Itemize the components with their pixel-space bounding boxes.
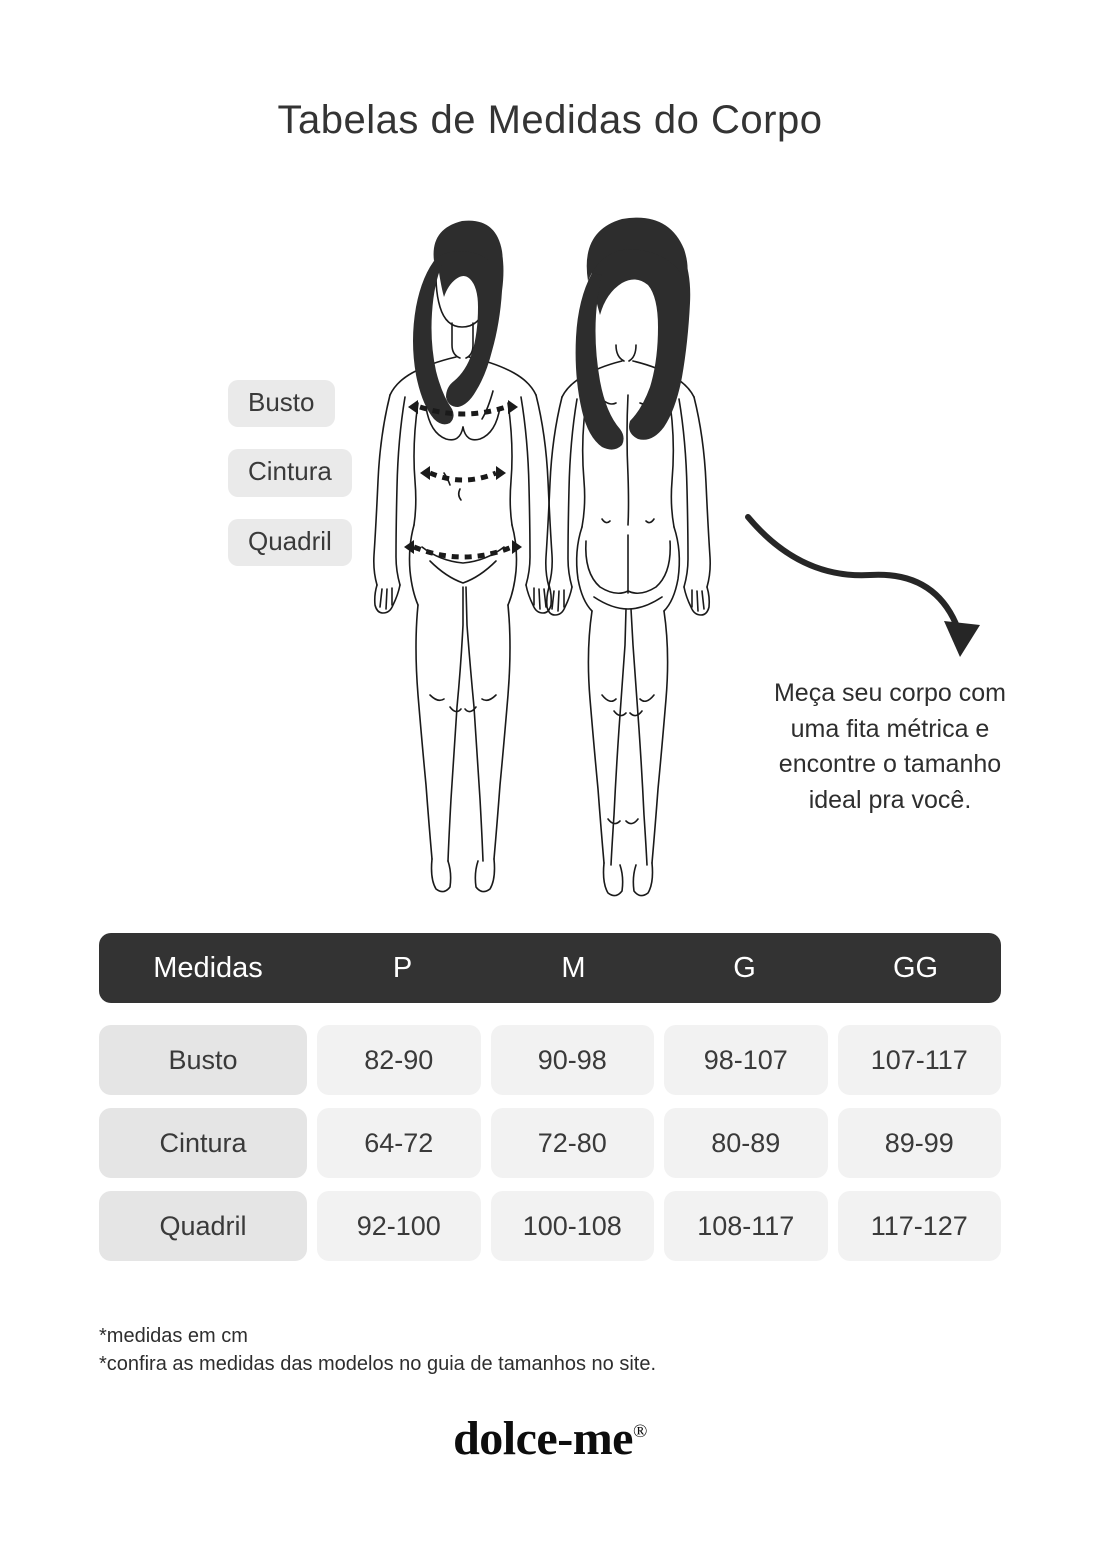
brand-logo-name: dolce-me (453, 1412, 633, 1465)
cell-cintura-g: 80-89 (664, 1108, 828, 1178)
cell-cintura-p: 64-72 (317, 1108, 481, 1178)
back-figure (545, 344, 711, 897)
measure-pill-busto: Busto (228, 380, 335, 428)
column-header-p: P (392, 951, 413, 984)
column-header-g: G (733, 951, 756, 984)
curved-arrow-icon (745, 514, 980, 657)
column-header-m: M (561, 951, 586, 984)
measurement-label-group: Busto Cintura Quadril (228, 380, 478, 588)
footnote-guide: *confira as medidas das modelos no guia … (99, 1353, 657, 1376)
instruction-line-4: ideal pra você. (808, 785, 972, 814)
cell-cintura-gg: 89-99 (837, 1108, 1001, 1178)
back-figure-hair-crown (586, 217, 688, 281)
front-figure (373, 256, 553, 893)
front-figure-hair-top (433, 220, 503, 275)
row-label-busto: Busto (99, 1025, 307, 1095)
size-chart-table: Medidas P M G GG Busto 82-90 90-98 98-10… (99, 933, 1001, 1274)
measurement-label-row: Busto (228, 380, 478, 449)
pointer-arrow (730, 495, 1010, 665)
instruction-line-2: uma fita métrica e (790, 714, 990, 743)
back-figure-hair-volume (575, 273, 624, 450)
instruction-line-3: encontre o tamanho (778, 750, 1002, 778)
instruction-line-1: Meça seu corpo com (773, 679, 1007, 707)
cell-quadril-m: 100-108 (490, 1191, 654, 1261)
waist-measurement-arrows (420, 466, 506, 480)
measure-pill-quadril: Quadril (228, 518, 352, 566)
cell-busto-g: 98-107 (664, 1025, 828, 1095)
column-header-measures: Medidas (153, 951, 263, 984)
table-row: Quadril 92-100 100-108 108-117 117-127 (99, 1191, 1001, 1261)
back-figure-hair (590, 219, 691, 440)
measurement-label-row: Cintura (228, 449, 478, 518)
footnote-unit: *medidas em cm (99, 1325, 248, 1347)
bust-measurement-arrows (408, 400, 518, 414)
row-label-quadril: Quadril (99, 1191, 307, 1261)
bust-measurement-line (419, 404, 507, 417)
body-illustration (330, 195, 770, 905)
female-figures-svg (373, 217, 711, 897)
row-label-cintura: Cintura (99, 1108, 307, 1178)
front-figure-hair-left (413, 257, 454, 425)
cell-quadril-g: 108-117 (664, 1191, 828, 1261)
hip-measurement-arrows (404, 540, 522, 554)
cell-busto-m: 90-98 (490, 1025, 654, 1095)
table-header-row: Medidas P M G GG (99, 933, 1001, 1003)
instruction-text: Meça seu corpo com uma fita métrica e en… (735, 676, 1045, 818)
brand-logo: dolce-me® (0, 1411, 1100, 1466)
registered-trademark-icon: ® (632, 1421, 647, 1442)
front-figure-hair (436, 222, 504, 407)
waist-measurement-line (429, 470, 497, 483)
page-title: Tabelas de Medidas do Corpo (277, 98, 823, 142)
cell-busto-gg: 107-117 (837, 1025, 1001, 1095)
table-row: Busto 82-90 90-98 98-107 107-117 (99, 1025, 1001, 1095)
measure-pill-cintura: Cintura (228, 449, 352, 497)
cell-busto-p: 82-90 (317, 1025, 481, 1095)
cell-quadril-gg: 117-127 (837, 1191, 1001, 1261)
measurement-label-row: Quadril (228, 518, 478, 588)
column-header-gg: GG (892, 951, 939, 984)
cell-cintura-m: 72-80 (490, 1108, 654, 1178)
cell-quadril-p: 92-100 (317, 1191, 481, 1261)
footnotes: *medidas em cm *confira as medidas das m… (99, 1322, 656, 1379)
table-row: Cintura 64-72 72-80 80-89 89-99 (99, 1108, 1001, 1178)
